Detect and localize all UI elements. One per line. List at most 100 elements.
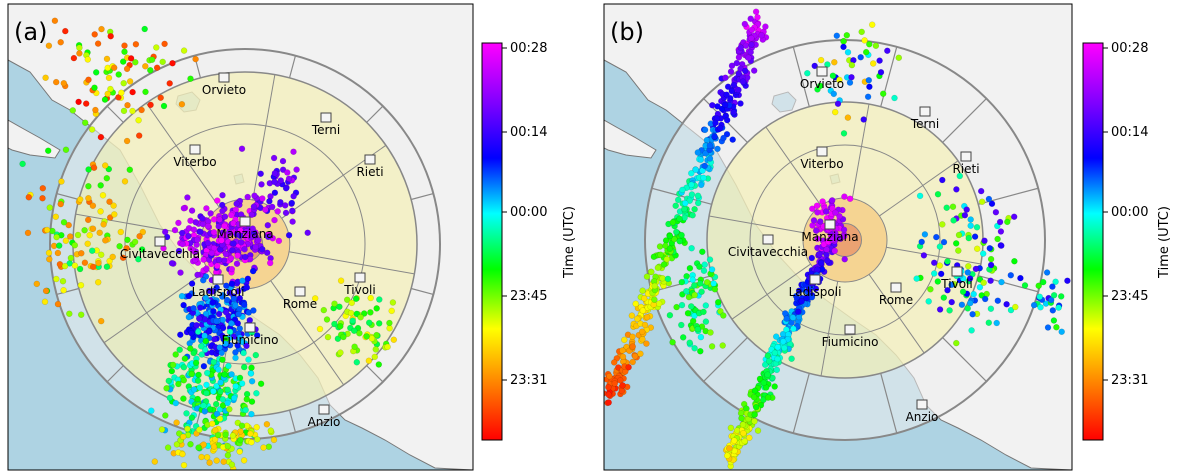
town-marker-icon [154, 236, 166, 247]
sector-line [651, 187, 712, 205]
strike-point [116, 243, 123, 250]
strike-point [135, 116, 142, 124]
strike-point [921, 231, 929, 238]
strike-point [684, 310, 692, 317]
strike-point [188, 370, 196, 378]
strike-point [214, 431, 222, 439]
strike-point [748, 35, 755, 42]
strike-point [141, 25, 148, 33]
strike-point [237, 239, 245, 246]
strike-point [233, 200, 240, 207]
strike-point [153, 44, 160, 51]
strike-point [190, 305, 197, 312]
strike-point [187, 345, 194, 352]
strike-point [988, 200, 996, 207]
strike-point [247, 430, 254, 437]
strike-point [981, 237, 988, 244]
strike-point [263, 421, 271, 428]
strike-point [177, 269, 184, 276]
strike-point [54, 300, 62, 308]
strike-point [1058, 328, 1065, 335]
strike-point [735, 54, 743, 61]
strike-point [188, 207, 196, 214]
strike-point [103, 174, 111, 182]
strike-point [251, 192, 258, 199]
strike-point [719, 342, 726, 349]
strike-point [94, 40, 102, 47]
strike-point [180, 364, 188, 371]
strike-point [657, 251, 664, 259]
strike-point [237, 232, 244, 240]
sector-line [879, 160, 959, 217]
strike-point [169, 361, 177, 369]
strike-point [611, 359, 618, 366]
strike-point [218, 349, 225, 357]
strike-point [795, 308, 802, 315]
ring-inner-guide [124, 123, 366, 365]
strike-point [121, 42, 128, 49]
strike-point [840, 130, 848, 137]
strike-point [788, 355, 795, 362]
strike-point [71, 241, 79, 249]
strike-point [269, 203, 276, 211]
strike-points [19, 17, 397, 470]
strike-point [798, 298, 805, 305]
strike-point [864, 93, 872, 101]
strike-point [248, 439, 255, 446]
strike-point [998, 278, 1005, 286]
strike-point [669, 219, 677, 226]
strike-point [361, 310, 368, 317]
strike-point [43, 226, 51, 234]
town-marker-icon [809, 274, 821, 285]
strike-point [179, 240, 186, 248]
strike-point [293, 166, 300, 173]
sector-line [366, 365, 384, 383]
strike-point [891, 94, 898, 102]
strike-point [60, 79, 67, 87]
sector-line [942, 98, 987, 143]
town-marker-icon [844, 324, 856, 335]
colorbar-gradient [1082, 42, 1104, 441]
strike-point [41, 298, 49, 305]
strike-point [132, 59, 139, 66]
strike-point [987, 255, 995, 263]
strike-point [97, 208, 104, 215]
strike-point [240, 457, 248, 464]
strike-point [966, 275, 974, 282]
strike-point [224, 443, 232, 450]
strike-point [758, 32, 765, 39]
strike-point [804, 69, 811, 77]
strike-point [74, 231, 82, 239]
strike-point [225, 228, 233, 236]
strike-point [271, 216, 278, 224]
strike-point [813, 202, 821, 209]
strike-point [970, 290, 977, 298]
strike-point [270, 436, 278, 444]
strike-point [173, 441, 181, 448]
strike-point [91, 84, 98, 91]
strike-point [972, 265, 980, 273]
strike-point [62, 237, 70, 245]
strike-point [46, 256, 53, 263]
strike-point [176, 346, 183, 353]
strike-point [248, 378, 256, 385]
strike-point [271, 178, 278, 186]
strike-point [243, 396, 251, 403]
strike-point [660, 261, 668, 268]
strike-point [246, 317, 254, 324]
strike-point [695, 199, 702, 207]
strike-point [697, 348, 704, 355]
strike-point [745, 54, 752, 61]
strike-point [223, 282, 230, 289]
strike-point [980, 250, 987, 257]
strike-point [217, 388, 224, 395]
strike-point [934, 190, 942, 198]
strike-point [824, 257, 831, 264]
strike-point [955, 247, 962, 254]
strike-point [187, 441, 194, 448]
strike-point [1012, 303, 1019, 311]
strike-point [123, 245, 130, 252]
strike-point [210, 308, 217, 315]
town-label: Viterbo [800, 157, 843, 171]
town-label: Anzio [308, 415, 341, 429]
